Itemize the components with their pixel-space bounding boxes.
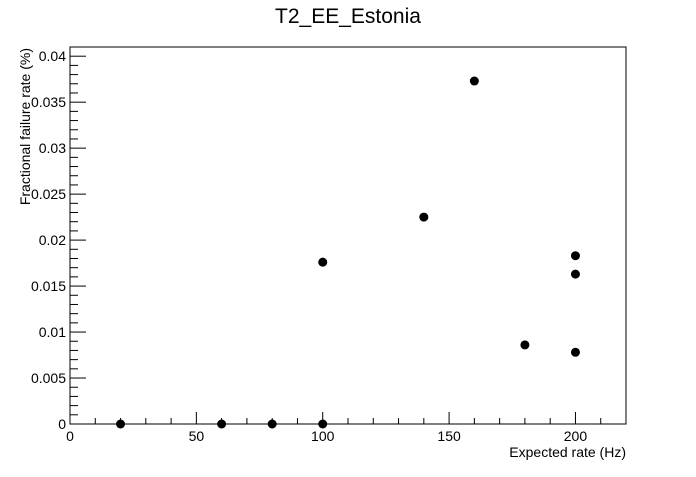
data-points (116, 76, 580, 429)
data-point (570, 251, 580, 261)
data-point (318, 257, 328, 267)
data-point (469, 76, 479, 86)
y-tick-label: 0.03 (39, 140, 66, 156)
data-point (570, 269, 580, 279)
y-tick-label: 0.005 (31, 370, 66, 386)
y-tick-label: 0 (58, 416, 66, 432)
x-axis-label: Expected rate (Hz) (509, 444, 626, 460)
data-point (318, 419, 328, 429)
data-point (520, 340, 530, 350)
x-tick-label: 0 (66, 428, 74, 444)
plot-frame (69, 46, 627, 425)
y-axis-ticks: 0 0.005 0.01 0.015 0.02 0.025 0.03 0.035 0.04 (31, 46, 86, 432)
y-tick-label: 0.04 (39, 48, 66, 64)
y-tick-label: 0.02 (39, 232, 66, 248)
data-point (217, 419, 227, 429)
x-tick-label: 100 (311, 428, 335, 444)
data-point (419, 212, 429, 222)
data-point (570, 347, 580, 357)
chart-title: T2_EE_Estonia (275, 5, 421, 28)
x-axis-ticks: 0 50 100 150 200 (66, 412, 627, 444)
x-tick-label: 200 (564, 428, 588, 444)
x-tick-label: 150 (437, 428, 461, 444)
y-tick-label: 0.01 (39, 324, 66, 340)
data-point (116, 419, 126, 429)
y-tick-label: 0.015 (31, 278, 66, 294)
y-tick-label: 0.025 (31, 186, 66, 202)
x-tick-label: 50 (189, 428, 205, 444)
y-axis-label: Fractional failure rate (%) (17, 48, 33, 205)
y-tick-label: 0.035 (31, 94, 66, 110)
data-point (267, 419, 277, 429)
